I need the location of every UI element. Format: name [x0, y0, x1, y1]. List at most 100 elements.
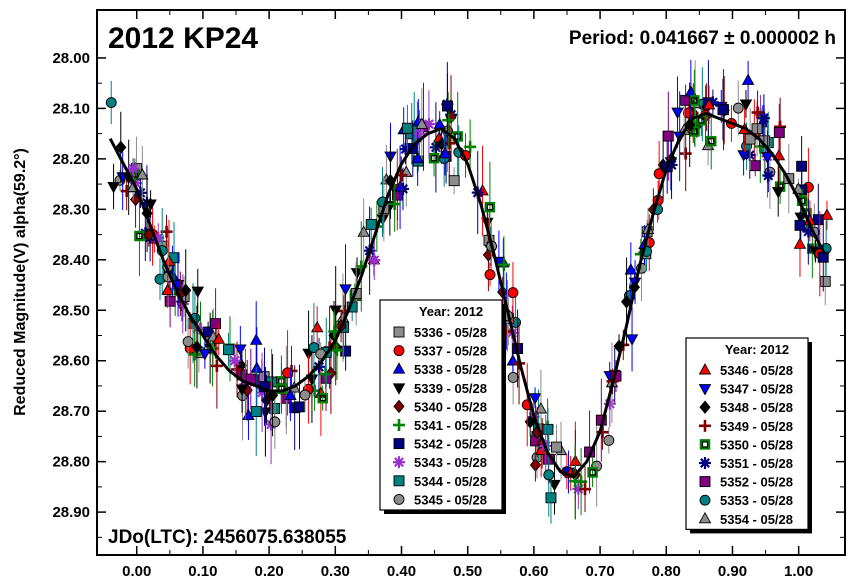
data-point	[587, 467, 598, 478]
data-point	[484, 201, 496, 213]
data-point	[484, 269, 496, 281]
data-point	[662, 130, 674, 142]
x-tick-label: 0.00	[122, 563, 151, 580]
legend-entry: 5352 - 05/28	[720, 475, 793, 490]
data-point	[161, 283, 174, 295]
data-point	[771, 186, 785, 199]
x-tick-label: 0.20	[255, 563, 284, 580]
legend-entry: 5342 - 05/28	[414, 437, 487, 452]
data-point	[620, 295, 633, 309]
legend-entry: 5349 - 05/28	[720, 419, 793, 434]
data-point	[739, 99, 753, 111]
legend-marker	[392, 383, 406, 395]
x-tick-label: 0.60	[519, 563, 548, 580]
legend-marker	[699, 400, 711, 414]
data-point	[350, 268, 364, 280]
data-point	[762, 169, 775, 182]
data-point	[310, 320, 324, 333]
data-point	[794, 212, 808, 224]
data-point	[294, 401, 305, 413]
data-point	[136, 168, 149, 180]
y-tick-label: 28.60	[52, 353, 90, 370]
epoch-label: JDo(LTC): 2456075.638055	[108, 527, 347, 548]
legend-entry: 5339 - 05/28	[414, 381, 487, 396]
data-point	[411, 151, 424, 164]
legend-right: Year: 2012 5346 - 05/28 5347 - 05/28 5348 -…	[685, 337, 812, 534]
x-tick-label: 1.00	[784, 563, 813, 580]
data-point	[259, 407, 272, 419]
y-tick-label: 28.90	[52, 504, 90, 521]
chart-title: 2012 KP24	[108, 22, 258, 55]
legend-entry: 5345 - 05/28	[414, 492, 487, 507]
x-tick-label: 0.40	[387, 563, 416, 580]
data-point	[393, 180, 407, 192]
data-point	[507, 287, 519, 299]
x-tick-label: 0.30	[321, 563, 350, 580]
data-point	[534, 402, 548, 414]
data-point	[671, 107, 684, 120]
data-point	[761, 152, 774, 164]
axes: 0.00 0.10 0.20 0.30 0.40 0.50 0.60 0.70 0.80 0.90…	[52, 10, 845, 580]
legend-entry: 5343 - 05/28	[414, 455, 487, 470]
legend-entry: 5337 - 05/28	[414, 344, 487, 359]
legend-entry: 5348 - 05/28	[720, 400, 793, 415]
data-point	[812, 214, 824, 226]
data-point	[231, 363, 244, 376]
data-point	[299, 389, 311, 401]
legend-marker	[393, 326, 405, 338]
legend-entry: 5347 - 05/28	[720, 382, 793, 397]
legend-marker	[393, 399, 405, 414]
data-point	[284, 388, 297, 400]
data-point	[235, 384, 249, 396]
data-point	[497, 258, 510, 271]
data-point	[625, 334, 639, 346]
data-point	[269, 416, 281, 428]
data-point	[415, 117, 429, 129]
legend-left: Year: 2012 5336 - 05/28 5337 - 05/28 5338 -…	[379, 299, 506, 514]
y-tick-label: 28.40	[52, 252, 90, 269]
y-tick-label: 28.30	[52, 201, 90, 218]
data-point	[210, 318, 222, 330]
data-point	[705, 135, 717, 147]
legend-marker	[699, 494, 711, 506]
data-point	[543, 469, 555, 481]
data-point	[317, 392, 328, 404]
data-point	[308, 342, 320, 354]
y-tick-label: 28.10	[52, 100, 90, 117]
legend-entry: 5346 - 05/28	[720, 363, 793, 378]
legend-entry: 5350 - 05/28	[720, 437, 793, 452]
data-point	[438, 146, 452, 159]
y-tick-label: 28.20	[52, 151, 90, 168]
legend-marker	[393, 475, 405, 487]
data-point	[744, 133, 756, 145]
legend-entry: 5336 - 05/28	[414, 325, 487, 340]
data-point	[819, 275, 831, 287]
data-point	[464, 140, 477, 153]
data-point	[820, 208, 834, 220]
legend-marker	[698, 363, 712, 375]
legend-entry: 5351 - 05/28	[720, 456, 793, 471]
data-point	[579, 483, 592, 496]
x-tick-label: 0.70	[585, 563, 614, 580]
data-point	[329, 305, 342, 317]
data-point	[507, 372, 519, 383]
data-point	[365, 218, 377, 230]
data-point	[551, 441, 562, 453]
data-point	[548, 479, 561, 492]
fit-curve	[108, 111, 827, 479]
data-point	[319, 368, 332, 381]
legend-entry: 5344 - 05/28	[414, 474, 487, 489]
legend-marker	[393, 419, 405, 431]
data-point	[164, 295, 176, 307]
legend-title: Year: 2012	[419, 304, 483, 319]
legend-title: Year: 2012	[725, 342, 789, 357]
data-point	[401, 122, 413, 134]
data-point	[107, 182, 120, 194]
data-point	[603, 434, 615, 446]
data-point	[751, 123, 763, 135]
data-point	[250, 406, 262, 417]
y-tick-label: 28.80	[52, 454, 90, 471]
x-tick-label: 0.80	[652, 563, 681, 580]
data-point	[191, 340, 203, 354]
y-axis-label: Reduced Magnitude(V) alpha(59.2°)	[12, 148, 29, 416]
